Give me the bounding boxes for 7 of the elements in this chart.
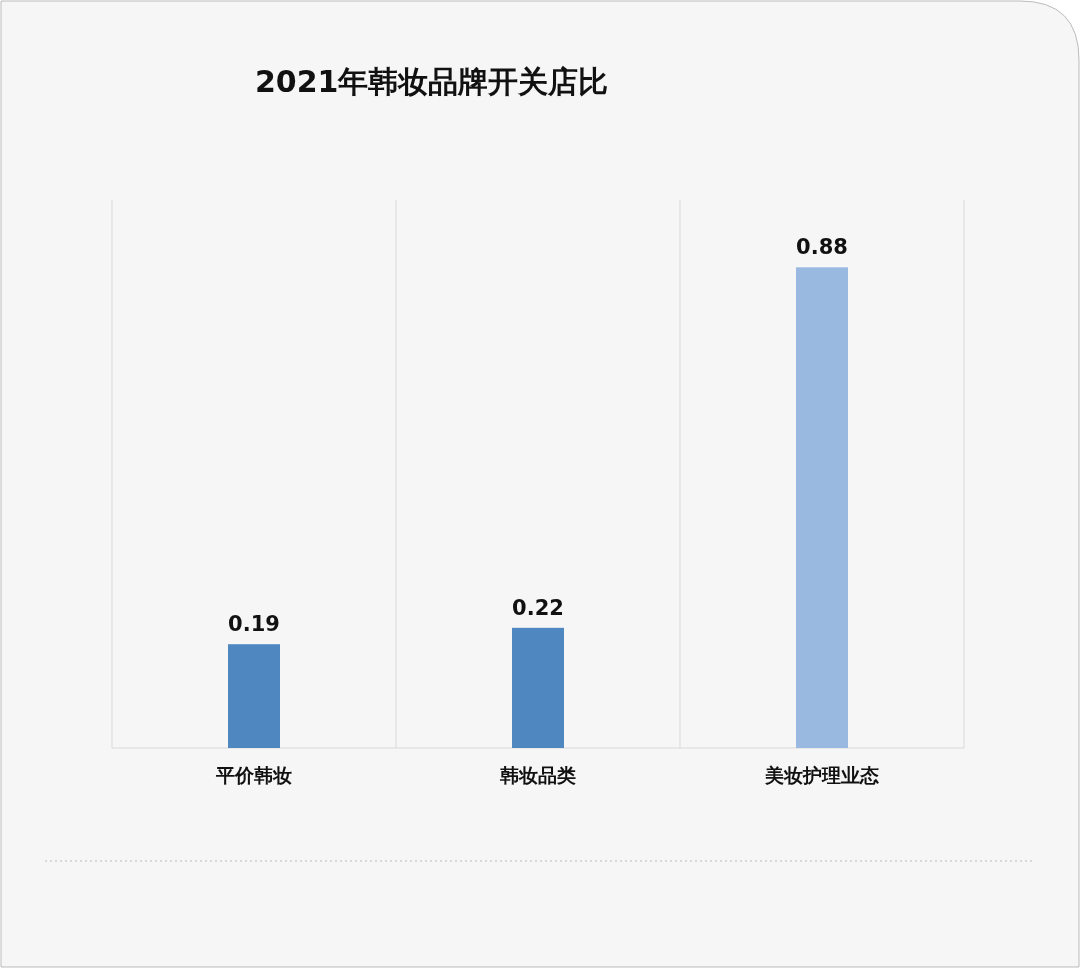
x-tick-label: 美妆护理业态 (764, 764, 879, 786)
data-label: 0.19 (228, 612, 280, 637)
data-label: 0.22 (512, 595, 564, 620)
chart-title: 2021年韩妆品牌开关店比 (255, 64, 609, 99)
data-label: 0.88 (796, 235, 848, 260)
x-tick-label: 韩妆品类 (499, 764, 576, 786)
x-tick-label: 平价韩妆 (215, 764, 292, 786)
